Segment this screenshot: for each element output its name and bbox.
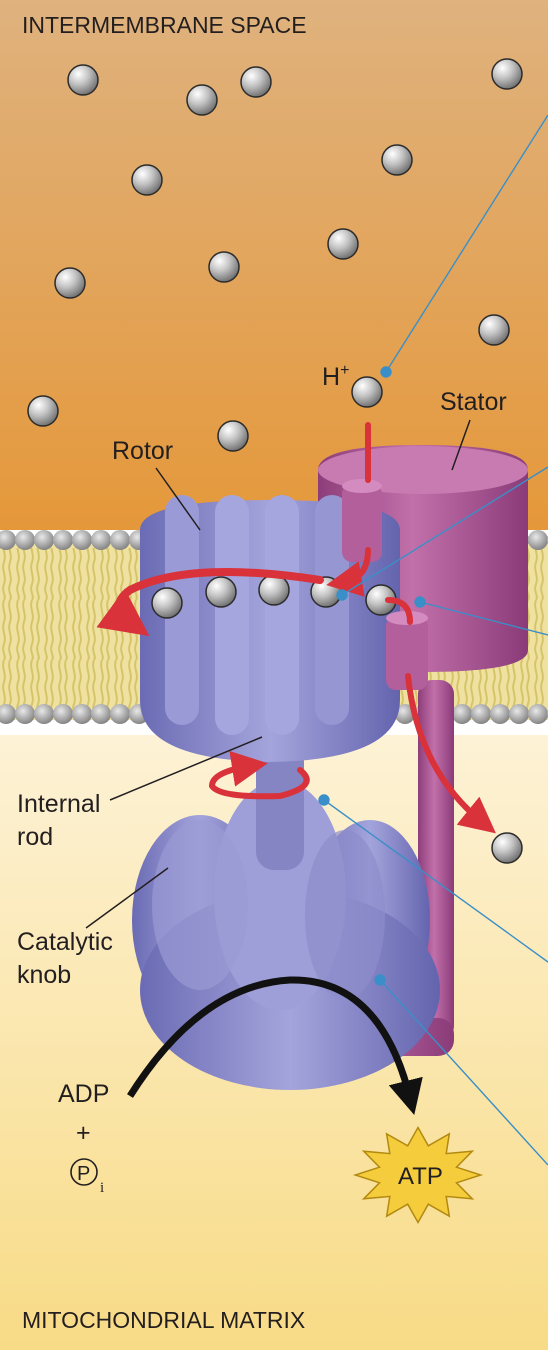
phosphate-i-label: i bbox=[100, 1180, 104, 1196]
rotor-leader bbox=[155, 467, 201, 531]
catalytic-knob-leader bbox=[85, 867, 169, 929]
proton bbox=[381, 144, 413, 176]
proton-to-lower-channel-arrow bbox=[385, 597, 413, 625]
lipid-head bbox=[53, 530, 73, 550]
rotor-bound-protons bbox=[151, 574, 397, 619]
proton-field bbox=[27, 58, 523, 864]
internal-rod-label-line1: Internal bbox=[17, 790, 100, 818]
lipid-head bbox=[91, 530, 111, 550]
proton bbox=[186, 84, 218, 116]
phosphate-circle-icon bbox=[70, 1158, 98, 1186]
adp-label: ADP bbox=[58, 1080, 109, 1108]
lipid-head bbox=[72, 704, 92, 724]
proton-exit-arrow bbox=[405, 673, 496, 834]
stator-leader bbox=[451, 419, 471, 471]
region-label-intermembrane: INTERMEMBRANE SPACE bbox=[22, 12, 307, 38]
proton-flow-arrows bbox=[96, 422, 496, 834]
lipid-head bbox=[34, 530, 54, 550]
lipid-head bbox=[395, 704, 415, 724]
proton bbox=[491, 832, 523, 864]
lipid-head bbox=[528, 530, 548, 550]
lipid-head bbox=[490, 704, 510, 724]
proton bbox=[27, 395, 59, 427]
lipid-head bbox=[528, 704, 548, 724]
atp-label: ATP bbox=[398, 1163, 443, 1190]
proton bbox=[208, 251, 240, 283]
lipid-head bbox=[110, 704, 130, 724]
proton bbox=[351, 376, 383, 408]
lipid-head bbox=[0, 704, 16, 724]
lipid-head bbox=[15, 704, 35, 724]
lipid-head bbox=[53, 704, 73, 724]
catalytic-knob-label-line1: Catalytic bbox=[17, 928, 113, 956]
proton bbox=[217, 420, 249, 452]
region-label-matrix: MITOCHONDRIAL MATRIX bbox=[22, 1307, 305, 1333]
lipid-head bbox=[509, 704, 529, 724]
label-leader-lines bbox=[85, 419, 471, 929]
plus-label: + bbox=[76, 1119, 91, 1147]
stator-label: Stator bbox=[440, 388, 507, 416]
stator-half-channel-upper bbox=[342, 479, 382, 562]
phosphate-p-label: P bbox=[77, 1163, 90, 1185]
proton bbox=[491, 58, 523, 90]
proton bbox=[54, 267, 86, 299]
lipid-head bbox=[91, 704, 111, 724]
lipid-head bbox=[0, 530, 16, 550]
proton-into-rotor-arrow bbox=[326, 547, 371, 597]
lipid-head bbox=[110, 530, 130, 550]
catalytic-knob-label-line2: knob bbox=[17, 961, 71, 989]
h-plus-label: H+ bbox=[322, 362, 349, 391]
rod-rotation-arrow bbox=[208, 751, 310, 800]
lipid-head bbox=[471, 704, 491, 724]
internal-rod-leader bbox=[109, 736, 263, 801]
proton bbox=[327, 228, 359, 260]
proton bbox=[258, 574, 290, 606]
atp-star bbox=[352, 1125, 484, 1225]
lipid-head bbox=[15, 530, 35, 550]
callout-lines bbox=[318, 114, 548, 1166]
proton bbox=[205, 576, 237, 608]
proton bbox=[240, 66, 272, 98]
rotor-rotation-arrow bbox=[96, 568, 324, 637]
catalytic-knob bbox=[132, 780, 440, 1090]
lipid-head bbox=[452, 704, 472, 724]
adp-to-atp-arrow bbox=[127, 976, 423, 1115]
rotor-label: Rotor bbox=[112, 437, 173, 465]
proton bbox=[151, 587, 183, 619]
lipid-head bbox=[34, 704, 54, 724]
internal-rod-label-line2: rod bbox=[17, 823, 53, 851]
lipid-head bbox=[72, 530, 92, 550]
proton bbox=[478, 314, 510, 346]
proton bbox=[67, 64, 99, 96]
proton bbox=[131, 164, 163, 196]
